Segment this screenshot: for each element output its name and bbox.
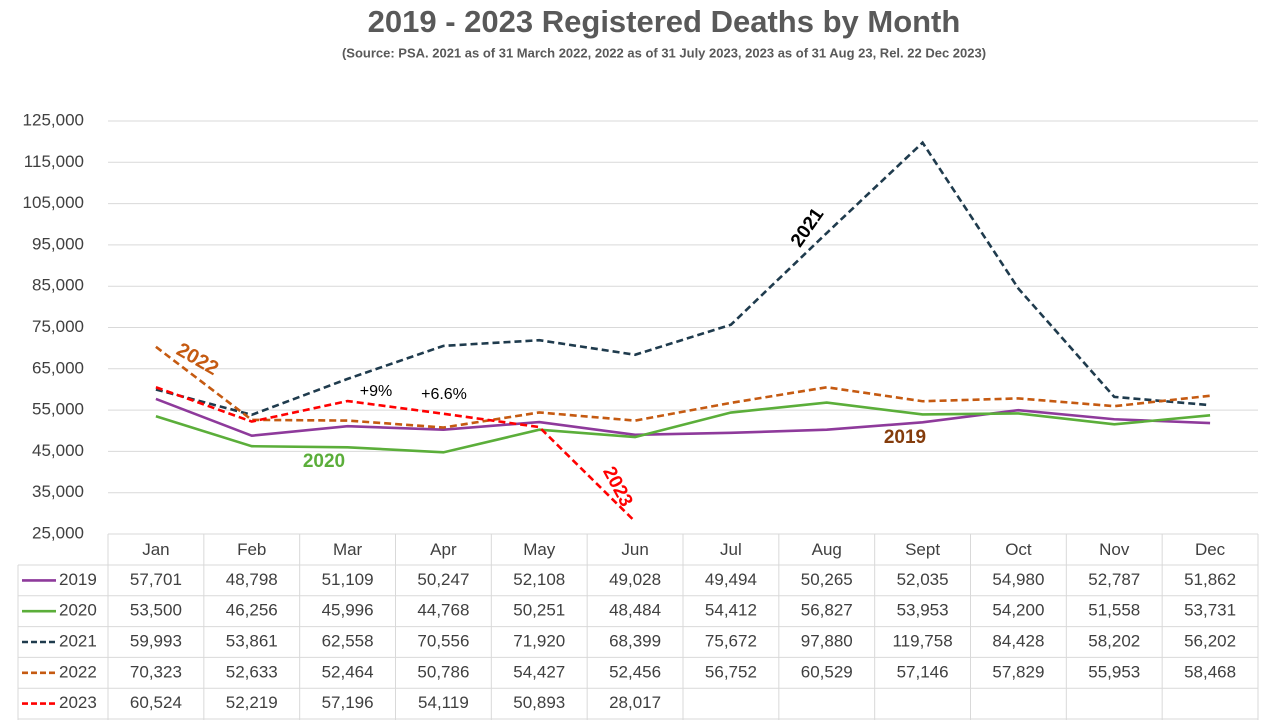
table-cell: 51,109 [322, 570, 374, 589]
y-tick-label: 105,000 [23, 193, 84, 212]
annotation: 2023 [598, 463, 636, 510]
table-cell: 53,861 [226, 631, 278, 650]
y-tick-label: 85,000 [32, 276, 84, 295]
legend-label: 2022 [59, 662, 97, 681]
table-cell: 48,484 [609, 601, 661, 620]
legend-label: 2019 [59, 570, 97, 589]
table-cell: 53,731 [1184, 601, 1236, 620]
table-cell: 84,428 [992, 631, 1044, 650]
legend-label: 2021 [59, 631, 97, 650]
table-cell: 119,758 [892, 631, 952, 650]
table-cell: 50,251 [513, 601, 565, 620]
table-cell: 71,920 [513, 631, 565, 650]
legend-label: 2023 [59, 693, 97, 712]
table-cell: 54,412 [705, 601, 757, 620]
y-tick-label: 25,000 [32, 523, 84, 542]
x-tick-label: Dec [1195, 540, 1226, 559]
table-cell: 52,464 [322, 662, 374, 681]
table-cell: 51,558 [1088, 601, 1140, 620]
table-cell: 56,202 [1184, 631, 1236, 650]
x-tick-label: Aug [812, 540, 842, 559]
y-tick-label: 55,000 [32, 400, 84, 419]
x-tick-label: Feb [237, 540, 266, 559]
y-tick-label: 75,000 [32, 317, 84, 336]
table-cell: 57,146 [897, 662, 949, 681]
table-cell: 52,035 [897, 570, 949, 589]
x-tick-label: May [523, 540, 556, 559]
annotation: 2022 [173, 339, 223, 380]
table-cell: 53,500 [130, 601, 182, 620]
table-cell: 75,672 [705, 631, 757, 650]
table-cell: 44,768 [417, 601, 469, 620]
table-cell: 57,701 [130, 570, 182, 589]
y-tick-label: 115,000 [24, 152, 84, 171]
table-cell: 54,980 [992, 570, 1044, 589]
table-cell: 51,862 [1184, 570, 1236, 589]
annotation: 2020 [303, 451, 345, 472]
y-tick-label: 45,000 [32, 441, 84, 460]
table-cell: 58,468 [1184, 662, 1236, 681]
table-cell: 53,953 [897, 601, 949, 620]
table-cell: 52,108 [513, 570, 565, 589]
x-tick-label: Nov [1099, 540, 1130, 559]
chart-title: 2019 - 2023 Registered Deaths by Month [368, 4, 961, 39]
table-cell: 70,556 [417, 631, 469, 650]
table-cell: 45,996 [322, 601, 374, 620]
y-tick-label: 95,000 [32, 234, 84, 253]
x-tick-label: Mar [333, 540, 363, 559]
y-tick-label: 35,000 [32, 482, 84, 501]
table-cell: 50,247 [417, 570, 469, 589]
table-cell: 50,893 [513, 693, 565, 712]
series-line [155, 386, 636, 523]
table-cell: 68,399 [609, 631, 661, 650]
series-line [155, 397, 1211, 438]
x-tick-label: Jul [720, 540, 742, 559]
table-cell: 54,200 [992, 601, 1044, 620]
table-cell: 55,953 [1088, 662, 1140, 681]
table-cell: 97,880 [801, 631, 853, 650]
series-line [155, 140, 1211, 417]
table-cell: 60,529 [801, 662, 853, 681]
series-line [155, 345, 1211, 429]
x-tick-label: Jan [142, 540, 169, 559]
annotation: +9% [360, 383, 392, 400]
table-cell: 62,558 [322, 631, 374, 650]
table-cell: 59,993 [130, 631, 182, 650]
table-cell: 60,524 [130, 693, 182, 712]
y-tick-label: 65,000 [32, 358, 84, 377]
x-tick-label: Jun [621, 540, 648, 559]
table-cell: 56,752 [705, 662, 757, 681]
table-cell: 52,633 [226, 662, 278, 681]
table-cell: 57,829 [992, 662, 1044, 681]
table-cell: 52,787 [1088, 570, 1140, 589]
y-tick-label: 125,000 [23, 110, 84, 129]
x-tick-label: Sept [905, 540, 940, 559]
x-tick-label: Oct [1005, 540, 1032, 559]
chart-subtitle: (Source: PSA. 2021 as of 31 March 2022, … [342, 45, 986, 60]
table-cell: 28,017 [609, 693, 661, 712]
annotation: +6.6% [421, 386, 467, 403]
table-cell: 50,786 [417, 662, 469, 681]
table-cell: 52,219 [226, 693, 278, 712]
annotation: 2019 [884, 427, 926, 448]
table-cell: 49,494 [705, 570, 757, 589]
x-tick-label: Apr [430, 540, 457, 559]
table-cell: 52,456 [609, 662, 661, 681]
table-cell: 54,119 [418, 693, 469, 712]
annotation: 2021 [787, 204, 829, 251]
table-cell: 58,202 [1088, 631, 1140, 650]
legend-label: 2020 [59, 601, 97, 620]
table-cell: 54,427 [513, 662, 565, 681]
table-cell: 49,028 [609, 570, 661, 589]
table-cell: 46,256 [226, 601, 278, 620]
table-cell: 56,827 [801, 601, 853, 620]
table-cell: 48,798 [226, 570, 278, 589]
table-cell: 50,265 [801, 570, 853, 589]
table-cell: 70,323 [130, 662, 182, 681]
table-cell: 57,196 [322, 693, 374, 712]
series-line [155, 401, 1211, 454]
